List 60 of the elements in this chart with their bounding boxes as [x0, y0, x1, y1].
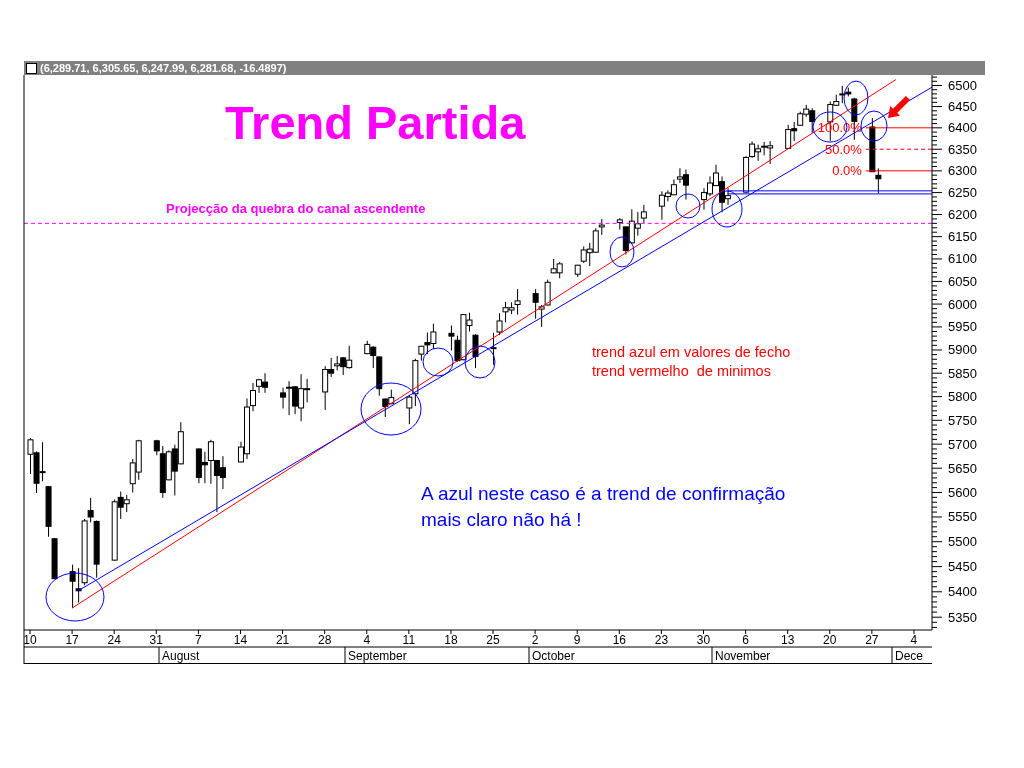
x-tick-label: 31	[149, 633, 164, 647]
y-tick-label: 5750	[948, 412, 977, 428]
y-tick-label: 5600	[948, 484, 977, 500]
x-tick-label: 21	[275, 633, 290, 647]
text: Trend Partida	[225, 96, 527, 149]
y-tick-label: 6500	[948, 77, 977, 93]
x-tick-label: 20	[823, 633, 837, 647]
y-tick-label: 5700	[948, 436, 977, 452]
x-tick-label: 14	[233, 633, 248, 647]
x-tick-label: 30	[696, 633, 711, 647]
annotation: trend vermelho de minimos	[592, 363, 771, 379]
x-tick-label: 13	[781, 633, 795, 647]
y-tick-label: 6350	[948, 141, 977, 157]
y-tick-label: 5450	[948, 559, 977, 575]
y-tick-label: 5650	[948, 460, 977, 476]
x-tick-label: 11	[402, 633, 416, 647]
y-tick-label: 6450	[948, 99, 977, 115]
y-tick-label: 6100	[948, 251, 977, 267]
x-tick-label: 6	[742, 633, 750, 647]
y-tick-label: 6300	[948, 163, 977, 179]
text: October	[532, 649, 575, 663]
y-tick-label: 6050	[948, 273, 977, 289]
text: August	[162, 649, 201, 663]
x-tick-label: 16	[612, 633, 627, 647]
y-tick-label: 5800	[948, 389, 977, 405]
ref-line-label: Projecção da quebra do canal ascendente	[166, 201, 426, 217]
y-tick-label: 5850	[948, 365, 977, 381]
y-tick-label: 5400	[948, 584, 977, 600]
annotation: trend azul em valores de fecho	[592, 344, 791, 360]
y-tick-label: 5950	[948, 319, 977, 335]
y-tick-label: 6200	[948, 207, 977, 223]
x-tick-label: 9	[573, 633, 581, 647]
y-tick-label: 6250	[948, 185, 977, 201]
x-tick-label: 27	[865, 633, 879, 647]
x-tick-label: 24	[107, 633, 122, 647]
x-tick-label: 18	[444, 633, 458, 647]
y-tick-label: 6400	[948, 120, 977, 136]
y-tick-label: 6000	[948, 296, 977, 312]
y-tick-label: 6150	[948, 229, 977, 245]
text: September	[348, 649, 407, 663]
x-tick-label: 28	[317, 633, 332, 647]
x-tick-label: 25	[486, 633, 501, 647]
annotation: A azul neste caso é a trend de confirmação	[421, 483, 786, 504]
y-tick-label: 5350	[948, 609, 977, 625]
text: Dece	[895, 649, 924, 663]
series-label: 0.0%	[832, 163, 863, 179]
y-tick-label: 5550	[948, 509, 977, 525]
x-tick-label: 4	[363, 633, 371, 647]
annotation: mais claro não há !	[421, 509, 582, 530]
series-label: 50.0%	[824, 141, 863, 157]
y-tick-label: 5900	[948, 342, 977, 358]
x-tick-label: 23	[654, 633, 669, 647]
x-tick-label: 4	[910, 633, 918, 647]
x-tick-label: 10	[23, 633, 38, 647]
text: November	[715, 649, 771, 663]
x-tick-label: 2	[531, 633, 539, 647]
y-tick-label: 5500	[948, 534, 977, 550]
x-tick-label: 7	[195, 633, 203, 647]
x-tick-label: 17	[65, 633, 80, 647]
text: (6,289.71, 6,305.65, 6,247.99, 6,281.68, -16.4897)	[40, 62, 287, 74]
